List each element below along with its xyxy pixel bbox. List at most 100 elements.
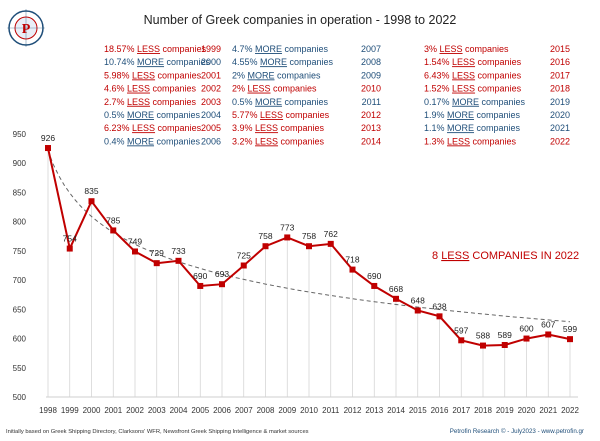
annotation: 8 LESS COMPANIES IN 2022 bbox=[432, 250, 579, 262]
change-pct: 10.74% bbox=[104, 57, 137, 67]
change-direction: MORE bbox=[447, 110, 474, 120]
change-text: 1.1% MORE companies bbox=[424, 123, 521, 133]
change-pct: 1.52% bbox=[424, 84, 452, 94]
x-tick-label: 2014 bbox=[387, 406, 405, 415]
change-suffix: companies bbox=[475, 70, 522, 80]
data-point bbox=[110, 227, 117, 234]
data-point bbox=[219, 281, 225, 288]
change-suffix: companies bbox=[154, 136, 201, 146]
data-label: 758 bbox=[302, 231, 316, 241]
y-tick-label: 600 bbox=[13, 335, 27, 344]
change-direction: LESS bbox=[127, 84, 150, 94]
data-label: 668 bbox=[389, 284, 403, 294]
x-tick-label: 2003 bbox=[148, 406, 166, 415]
x-tick-label: 1998 bbox=[39, 406, 57, 415]
x-tick-label: 2013 bbox=[365, 406, 383, 415]
x-tick-label: 2019 bbox=[496, 406, 514, 415]
change-year: 2004 bbox=[201, 110, 221, 120]
logo-letter: P bbox=[22, 22, 31, 37]
change-year: 2018 bbox=[550, 84, 570, 94]
x-tick-label: 2021 bbox=[539, 406, 557, 415]
change-direction: MORE bbox=[127, 110, 154, 120]
data-label: 758 bbox=[258, 231, 272, 241]
change-year: 1999 bbox=[201, 44, 221, 54]
data-label: 648 bbox=[411, 296, 425, 306]
y-tick-label: 800 bbox=[13, 218, 27, 227]
change-suffix: companies bbox=[282, 97, 329, 107]
change-direction: MORE bbox=[255, 44, 282, 54]
x-tick-label: 2009 bbox=[278, 406, 296, 415]
change-year: 2003 bbox=[201, 97, 221, 107]
y-tick-label: 750 bbox=[13, 247, 27, 256]
change-suffix: companies bbox=[278, 123, 325, 133]
change-year: 2007 bbox=[361, 44, 381, 54]
data-point bbox=[567, 336, 573, 343]
change-pct: 3.2% bbox=[232, 136, 255, 146]
change-direction: LESS bbox=[255, 136, 278, 146]
series bbox=[45, 145, 573, 349]
change-direction: LESS bbox=[137, 44, 160, 54]
change-text: 1.52% LESS companies bbox=[424, 84, 522, 94]
petrofin-logo: P bbox=[7, 9, 45, 47]
x-tick-label: 2005 bbox=[191, 406, 209, 415]
change-suffix: companies bbox=[475, 57, 522, 67]
x-tick-label: 2020 bbox=[518, 406, 536, 415]
data-label: 835 bbox=[84, 186, 98, 196]
change-pct: 0.4% bbox=[104, 136, 127, 146]
data-label: 785 bbox=[106, 215, 120, 225]
data-label: 754 bbox=[63, 234, 77, 244]
change-direction: MORE bbox=[137, 57, 164, 67]
change-pct: 5.77% bbox=[232, 110, 260, 120]
change-pct: 3.9% bbox=[232, 123, 255, 133]
x-tick-label: 2000 bbox=[83, 406, 101, 415]
change-text: 0.4% MORE companies bbox=[104, 136, 201, 146]
data-label: 600 bbox=[519, 324, 533, 334]
change-pct: 1.1% bbox=[424, 123, 447, 133]
change-direction: LESS bbox=[248, 84, 271, 94]
data-label: 718 bbox=[345, 255, 359, 265]
data-point bbox=[197, 282, 204, 289]
data-point bbox=[306, 243, 312, 250]
change-text: 6.23% LESS companies bbox=[104, 123, 202, 133]
change-direction: LESS bbox=[127, 97, 150, 107]
change-text: 4.55% MORE companies bbox=[232, 57, 334, 67]
change-pct: 0.5% bbox=[232, 97, 255, 107]
change-year: 2006 bbox=[201, 136, 221, 146]
change-year: 2001 bbox=[201, 70, 221, 80]
change-pct: 6.43% bbox=[424, 70, 452, 80]
change-direction: MORE bbox=[447, 123, 474, 133]
data-point bbox=[545, 331, 552, 338]
x-tick-label: 2008 bbox=[257, 406, 275, 415]
change-suffix: companies bbox=[474, 123, 521, 133]
logo-compass-mark bbox=[7, 9, 45, 47]
change-year: 2021 bbox=[550, 123, 570, 133]
change-year: 2020 bbox=[550, 110, 570, 120]
change-direction: MORE bbox=[260, 57, 287, 67]
data-point bbox=[262, 243, 269, 250]
change-direction: MORE bbox=[255, 97, 282, 107]
change-year: 2022 bbox=[550, 136, 570, 146]
data-label: 690 bbox=[367, 271, 381, 281]
y-axis: 500 550 600 650 700 750 800 850 900 950 bbox=[13, 130, 27, 402]
change-pct: 1.54% bbox=[424, 57, 452, 67]
change-suffix: companies bbox=[287, 57, 334, 67]
x-tick-label: 2006 bbox=[213, 406, 231, 415]
data-label: 597 bbox=[454, 325, 468, 335]
change-suffix: companies bbox=[275, 70, 322, 80]
change-text: 18.57% LESS companies bbox=[104, 44, 207, 54]
change-pct: 3% bbox=[424, 44, 440, 54]
change-pct: 4.6% bbox=[104, 84, 127, 94]
data-label: 725 bbox=[237, 251, 251, 261]
data-label: 926 bbox=[41, 133, 55, 143]
annotation-emph: LESS bbox=[441, 250, 469, 262]
change-suffix: companies bbox=[150, 84, 197, 94]
data-point bbox=[327, 240, 334, 247]
change-year: 2008 bbox=[361, 57, 381, 67]
change-text: 10.74% MORE companies bbox=[104, 57, 211, 67]
change-pct: 0.17% bbox=[424, 97, 452, 107]
change-text: 1.3% LESS companies bbox=[424, 136, 517, 146]
y-tick-label: 550 bbox=[13, 364, 27, 373]
change-suffix: companies bbox=[463, 44, 510, 54]
